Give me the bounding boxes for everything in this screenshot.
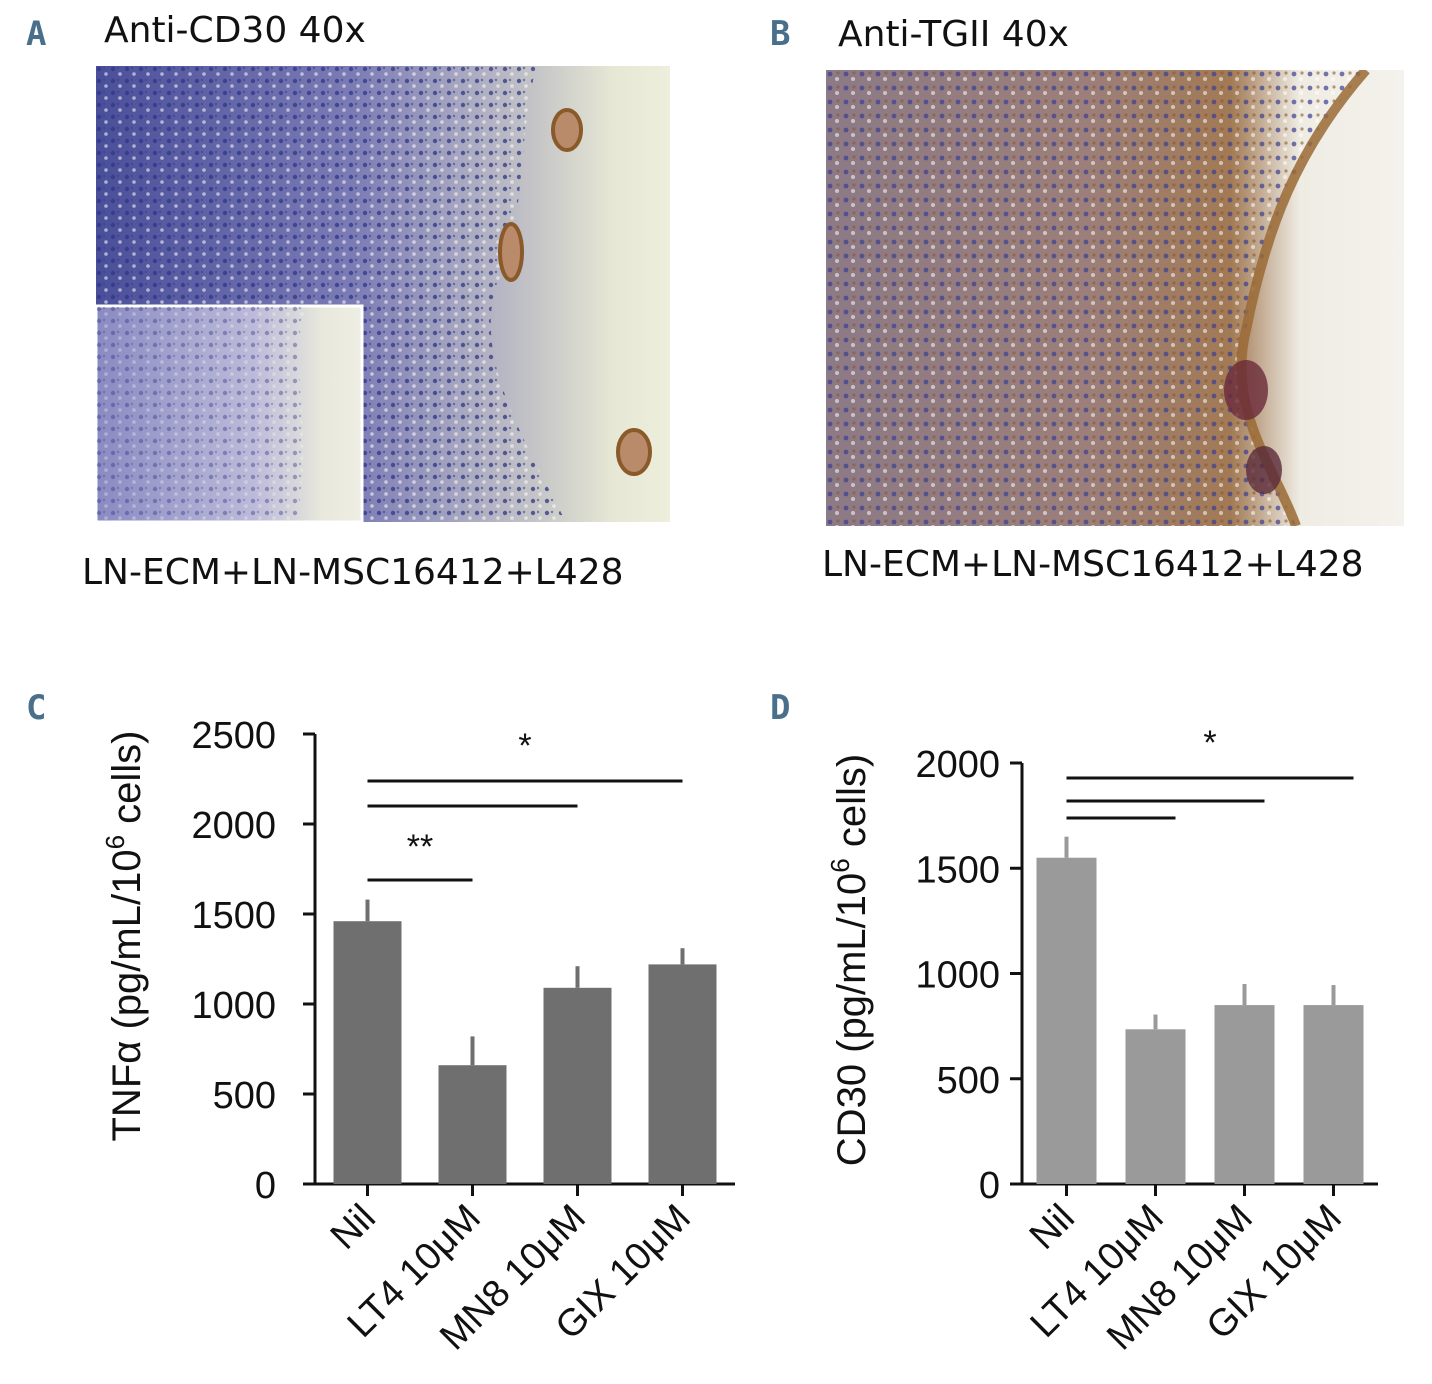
micrograph-anti-cd30 [96,66,670,522]
bar [543,987,612,1184]
micrograph-anti-cd30-image [96,66,670,522]
panel-b-letter: B [770,14,791,54]
bar [333,921,402,1184]
bar [1303,1005,1364,1184]
y-tick-label: 0 [255,1165,276,1207]
significance-label: * [518,727,531,765]
panel-b-caption: LN-ECM+LN-MSC16412+L428 [822,544,1364,585]
y-tick-label: 2500 [191,715,276,757]
y-tick-label: 1500 [191,895,276,937]
significance-label: ** [407,828,433,866]
y-tick-label: 0 [979,1165,1000,1207]
y-tick-label: 2000 [915,744,1000,786]
y-tick-label: 1000 [915,955,1000,997]
panel-a-title: Anti-CD30 40x [104,10,366,51]
y-axis-label: CD30 (pg/mL/106 cells) [825,754,874,1166]
y-tick-label: 500 [213,1075,276,1117]
x-tick-label: Nil [1022,1197,1083,1258]
bar [1036,857,1097,1184]
panel-d-letter: D [770,688,791,728]
bar [438,1065,507,1184]
x-tick-label: Nil [323,1197,384,1258]
bar [1125,1029,1186,1184]
bar [648,964,717,1184]
y-tick-label: 500 [937,1060,1000,1102]
y-tick-label: 1000 [191,985,276,1027]
y-tick-label: 1500 [915,849,1000,891]
panel-b-title: Anti-TGII 40x [838,14,1069,55]
bar [1214,1005,1275,1184]
y-axis-label: TNFα (pg/mL/106 cells) [100,730,149,1141]
panel-c-letter: C [26,688,47,728]
micrograph-anti-tgii [826,70,1404,526]
y-tick-label: 2000 [191,805,276,847]
micrograph-anti-tgii-image [826,70,1404,526]
panel-a-letter: A [26,14,47,54]
significance-label: * [1203,724,1216,762]
panel-a-caption: LN-ECM+LN-MSC16412+L428 [82,552,624,593]
